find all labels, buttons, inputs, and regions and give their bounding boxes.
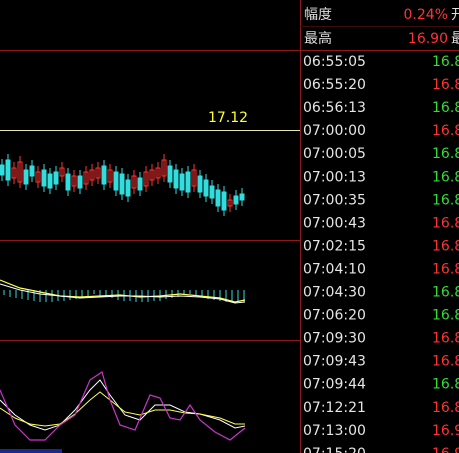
candle-body <box>113 171 119 191</box>
candle-body <box>131 175 137 189</box>
candle-body <box>0 164 5 176</box>
candle-body <box>95 167 101 179</box>
quote-label: 最高 <box>304 30 332 47</box>
tick-time: 06:56:13 <box>303 100 366 116</box>
tick-price: 16.9 <box>432 446 459 453</box>
candle-body <box>17 161 23 183</box>
candle-body <box>155 167 161 179</box>
tick-price: 16.9 <box>432 423 459 439</box>
candlesticks <box>0 154 245 216</box>
tick-time: 07:00:35 <box>303 192 366 208</box>
candle-body <box>173 169 179 189</box>
tick-price: 16.8 <box>432 285 459 301</box>
tick-time: 07:15:20 <box>303 446 366 453</box>
candle-body <box>227 199 233 207</box>
candle-body <box>233 195 239 205</box>
candle-body <box>107 169 113 183</box>
candle-body <box>167 165 173 183</box>
quote-value: 16.90 <box>408 31 448 47</box>
candle-body <box>101 165 107 185</box>
tick-price: 16.8 <box>432 54 459 70</box>
candle-body <box>5 159 11 181</box>
tick-time: 07:00:13 <box>303 169 366 185</box>
candle-body <box>125 179 131 197</box>
tick-price: 16.8 <box>432 192 459 208</box>
tick-price: 16.8 <box>432 261 459 277</box>
candle-body <box>71 175 77 187</box>
candle-body <box>65 173 71 191</box>
tick-time: 07:12:21 <box>303 400 366 416</box>
tick-price: 16.8 <box>432 215 459 231</box>
tick-price: 16.8 <box>432 169 459 185</box>
candle-body <box>83 171 89 185</box>
tick-price: 16.8 <box>432 238 459 254</box>
quote-value: 0.24% <box>404 7 448 23</box>
candle-body <box>53 171 59 185</box>
candle-body <box>149 169 155 181</box>
tick-time: 07:06:20 <box>303 308 366 324</box>
candle-body <box>203 179 209 197</box>
candle-body <box>77 175 83 189</box>
candle-body <box>11 167 17 179</box>
quote-next-label: 开 <box>451 7 459 23</box>
candle-body <box>239 193 245 201</box>
tick-price: 16.8 <box>432 331 459 347</box>
candle-body <box>179 173 185 191</box>
candle-body <box>209 185 215 199</box>
tick-time: 06:55:05 <box>303 54 366 70</box>
tick-time: 07:09:43 <box>303 354 366 370</box>
candle-body <box>221 191 227 211</box>
candle-body <box>197 175 203 193</box>
candle-body <box>35 171 41 183</box>
tick-price: 16.8 <box>432 146 459 162</box>
tick-time: 07:00:00 <box>303 123 366 139</box>
candle-body <box>143 171 149 187</box>
tick-price: 16.8 <box>432 400 459 416</box>
candle-body <box>23 169 29 185</box>
tick-time: 07:13:00 <box>303 423 366 439</box>
candle-body <box>41 169 47 187</box>
candle-body <box>29 165 35 177</box>
quote-panel: 幅度 0.24% 开最高 16.90 最 06:55:05 16.8 06:55:20 16.8… <box>303 7 459 453</box>
tick-time: 07:02:15 <box>303 238 366 254</box>
tick-time: 07:00:05 <box>303 146 366 162</box>
candle-body <box>215 189 221 207</box>
quote-next-label: 最 <box>451 31 459 47</box>
tick-price: 16.8 <box>432 354 459 370</box>
candle-body <box>59 167 65 177</box>
price-line-label: 17.12 <box>208 110 248 126</box>
candle-body <box>89 169 95 181</box>
candle-body <box>47 173 53 189</box>
signal-line <box>0 283 246 304</box>
tick-price: 16.8 <box>432 123 459 139</box>
tick-price: 16.8 <box>432 308 459 324</box>
scroll-indicator <box>0 449 62 453</box>
tick-time: 07:09:30 <box>303 331 366 347</box>
candle-body <box>137 177 143 191</box>
d-line <box>0 391 245 427</box>
tick-time: 07:04:30 <box>303 285 366 301</box>
candle-body <box>119 173 125 195</box>
j-line <box>0 371 246 441</box>
tick-time: 07:09:44 <box>303 377 366 393</box>
tick-time: 06:55:20 <box>303 77 366 93</box>
candle-body <box>191 169 197 187</box>
tick-time: 07:00:43 <box>303 215 366 231</box>
tick-price: 16.8 <box>432 100 459 116</box>
tick-price: 16.8 <box>432 377 459 393</box>
tick-price: 16.8 <box>432 77 459 93</box>
tick-time: 07:04:10 <box>303 261 366 277</box>
candle-body <box>185 171 191 193</box>
candle-body <box>161 159 167 177</box>
quote-label: 幅度 <box>304 7 332 23</box>
